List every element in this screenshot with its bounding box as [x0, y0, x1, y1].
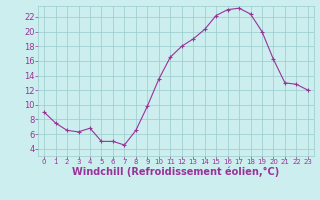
- X-axis label: Windchill (Refroidissement éolien,°C): Windchill (Refroidissement éolien,°C): [72, 167, 280, 177]
